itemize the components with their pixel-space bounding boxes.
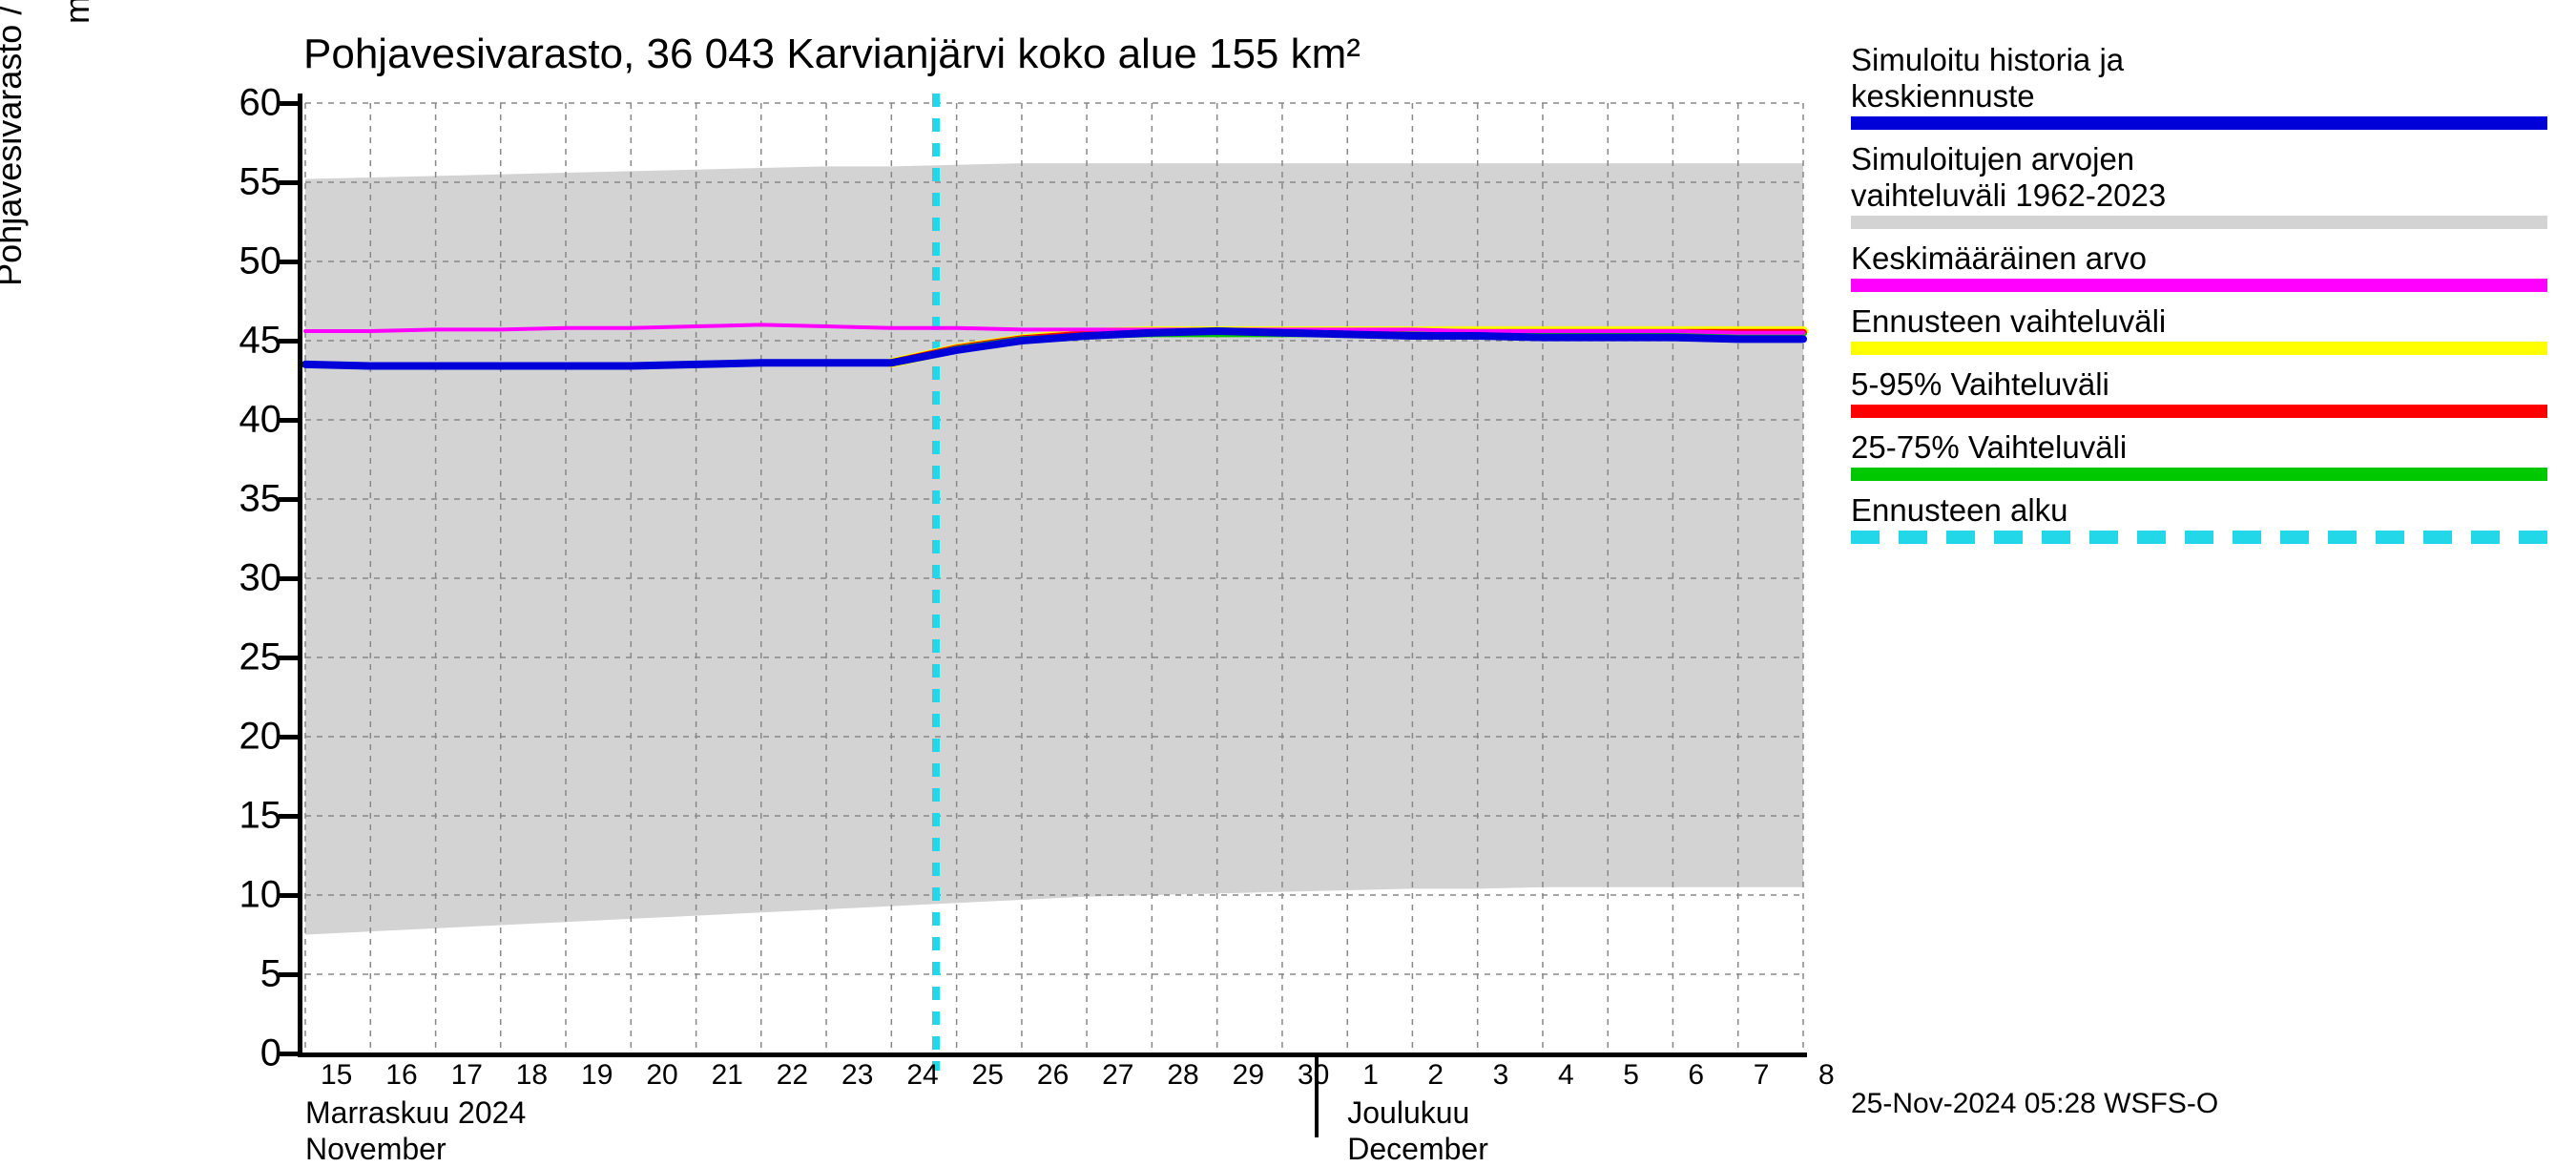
month-label-en: November — [305, 1132, 447, 1167]
legend-text: Ennusteen vaihteluväli — [1851, 303, 2547, 340]
legend-text: 25-75% Vaihteluväli — [1851, 429, 2547, 466]
month-label-fi: Marraskuu 2024 — [305, 1095, 526, 1131]
xtick-label: 29 — [1233, 1059, 1264, 1092]
ytick-mark — [279, 260, 300, 264]
legend-item: 25-75% Vaihteluväli — [1851, 429, 2547, 481]
legend-text: keskiennuste — [1851, 78, 2547, 115]
ytick-mark — [279, 497, 300, 502]
legend-item: Ennusteen vaihteluväli — [1851, 303, 2547, 355]
legend-item: Simuloitu historia jakeskiennuste — [1851, 42, 2547, 130]
legend-text: 5-95% Vaihteluväli — [1851, 366, 2547, 403]
ytick-label: 35 — [167, 478, 281, 521]
month-label-en: December — [1347, 1132, 1488, 1167]
xtick-label: 3 — [1493, 1059, 1509, 1092]
ytick-label: 15 — [167, 795, 281, 838]
legend-swatch — [1851, 116, 2547, 130]
xtick-label: 6 — [1688, 1059, 1704, 1092]
y-axis-line — [298, 94, 302, 1057]
y-axis-label: Pohjavesivarasto / Groundwater storage — [0, 0, 30, 286]
legend-swatch — [1851, 279, 2547, 292]
ytick-mark — [279, 656, 300, 660]
chart-title: Pohjavesivarasto, 36 043 Karvianjärvi ko… — [303, 31, 1361, 78]
ytick-mark — [279, 339, 300, 344]
ytick-label: 60 — [167, 82, 281, 125]
ytick-mark — [279, 101, 300, 106]
xtick-label: 20 — [646, 1059, 677, 1092]
x-axis-line — [298, 1052, 1807, 1057]
ytick-label: 50 — [167, 240, 281, 283]
xtick-label: 2 — [1427, 1059, 1444, 1092]
xtick-label: 24 — [906, 1059, 938, 1092]
ytick-label: 5 — [167, 953, 281, 996]
xtick-label: 18 — [516, 1059, 548, 1092]
xtick-label: 15 — [321, 1059, 352, 1092]
ytick-label: 55 — [167, 161, 281, 204]
ytick-label: 40 — [167, 399, 281, 442]
chart-container: Pohjavesivarasto / Groundwater storage m… — [0, 0, 2576, 1145]
month-separator — [1315, 1053, 1319, 1137]
xtick-label: 16 — [385, 1059, 417, 1092]
ytick-mark — [279, 1052, 300, 1056]
ytick-mark — [279, 893, 300, 898]
legend: Simuloitu historia jakeskiennusteSimuloi… — [1851, 42, 2547, 555]
xtick-label: 28 — [1167, 1059, 1198, 1092]
legend-text: vaihteluväli 1962-2023 — [1851, 177, 2547, 214]
xtick-label: 5 — [1623, 1059, 1639, 1092]
xtick-label: 26 — [1037, 1059, 1069, 1092]
ytick-label: 0 — [167, 1032, 281, 1075]
footer-timestamp: 25-Nov-2024 05:28 WSFS-O — [1851, 1088, 2218, 1120]
plot-svg — [305, 103, 1803, 1053]
month-label-fi: Joulukuu — [1347, 1095, 1469, 1131]
xtick-label: 1 — [1362, 1059, 1379, 1092]
legend-swatch — [1851, 468, 2547, 481]
legend-swatch — [1851, 342, 2547, 355]
ytick-mark — [279, 814, 300, 819]
ytick-label: 45 — [167, 320, 281, 363]
ytick-mark — [279, 180, 300, 185]
xtick-label: 22 — [777, 1059, 808, 1092]
xtick-label: 8 — [1818, 1059, 1835, 1092]
ytick-label: 25 — [167, 636, 281, 679]
ytick-mark — [279, 972, 300, 977]
xtick-label: 19 — [581, 1059, 613, 1092]
legend-text: Simuloitu historia ja — [1851, 42, 2547, 78]
xtick-label: 23 — [841, 1059, 873, 1092]
legend-item: 5-95% Vaihteluväli — [1851, 366, 2547, 418]
ytick-mark — [279, 735, 300, 740]
legend-text: Keskimääräinen arvo — [1851, 240, 2547, 277]
xtick-label: 4 — [1558, 1059, 1574, 1092]
legend-item: Ennusteen alku — [1851, 492, 2547, 544]
legend-swatch — [1851, 531, 2547, 544]
legend-item: Simuloitujen arvojenvaihteluväli 1962-20… — [1851, 141, 2547, 229]
legend-text: Simuloitujen arvojen — [1851, 141, 2547, 177]
xtick-label: 7 — [1754, 1059, 1770, 1092]
xtick-label: 21 — [712, 1059, 743, 1092]
xtick-label: 30 — [1298, 1059, 1329, 1092]
legend-text: Ennusteen alku — [1851, 492, 2547, 529]
historical-band — [305, 163, 1803, 934]
ytick-mark — [279, 576, 300, 581]
xtick-label: 17 — [451, 1059, 483, 1092]
legend-item: Keskimääräinen arvo — [1851, 240, 2547, 292]
xtick-label: 25 — [972, 1059, 1004, 1092]
xtick-label: 27 — [1102, 1059, 1133, 1092]
ytick-label: 20 — [167, 716, 281, 759]
y-axis-unit: mm — [57, 0, 97, 24]
ytick-label: 30 — [167, 557, 281, 600]
plot-area — [305, 103, 1803, 1053]
ytick-label: 10 — [167, 874, 281, 917]
legend-swatch — [1851, 216, 2547, 229]
legend-swatch — [1851, 405, 2547, 418]
ytick-mark — [279, 418, 300, 423]
